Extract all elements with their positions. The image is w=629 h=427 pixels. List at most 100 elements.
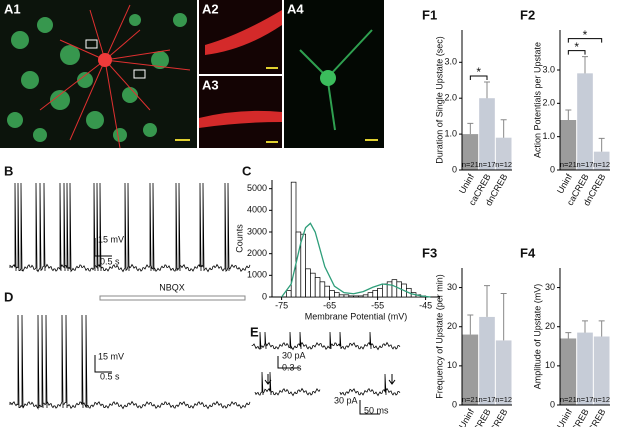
bar [305,268,311,298]
bar [382,283,388,298]
n-label: n=21 [560,160,577,169]
sig-label: * [574,40,579,54]
bar [560,120,577,170]
axis [461,30,512,171]
error-bar [598,320,605,337]
y-tick-label: 2000 [247,248,267,258]
x-tick-label: -45 [419,300,432,310]
dendrite [199,110,282,128]
annotation: NBQX [159,282,185,292]
y-tick-label: 4000 [247,205,267,215]
trace [254,371,321,397]
bar [479,316,495,405]
inset-box [133,69,146,79]
panel-label: D [4,289,13,304]
bar [319,281,326,298]
bar [348,295,354,298]
bar [362,294,369,298]
y-tick-label: 2.0 [444,93,457,103]
bar [324,285,330,298]
bar [300,233,306,298]
axis [559,30,610,171]
error-bar [484,81,490,99]
bar [338,294,345,298]
scale-label: 15 mV [98,351,124,361]
panel-label: F4 [520,245,536,260]
bar [495,137,512,170]
n-label: n=17 [577,160,594,169]
neuron [299,29,373,131]
y-tick-label: 10 [545,360,555,370]
y-tick-label: 0 [452,164,457,174]
bar [314,277,321,298]
bar [343,294,350,298]
sig-bracket [567,50,586,55]
bar [334,292,340,298]
n-label: n=21 [462,395,479,404]
bar [577,332,593,405]
error-bar [500,119,507,138]
y-tick-label: 5000 [247,183,267,193]
scale-label: 0.3 s [282,362,302,372]
inset-box [85,39,98,49]
bar [353,295,359,298]
y-axis-label: Frequency of Upstate (per min) [434,274,444,399]
sig-label: * [476,65,481,79]
y-axis-label: Amplitude of Upstate (mV) [532,284,542,390]
axis [461,268,512,406]
y-tick-label: 10 [447,360,457,370]
bar [358,295,364,298]
error-bar [582,56,588,74]
n-label: n=21 [560,395,577,404]
soma [98,53,112,67]
x-tick-label: -55 [371,300,384,310]
y-tick-label: 0 [550,399,555,409]
y-tick-label: 3.0 [444,57,457,67]
panel-label: F2 [520,7,535,22]
sig-label: * [583,28,588,42]
bar [462,134,479,170]
neuron [39,4,191,149]
y-tick-label: 0 [452,399,457,409]
error-bar [467,314,474,335]
n-label: n=21 [462,160,479,169]
bar [377,287,383,298]
scale-bar [94,355,112,373]
y-tick-label: 20 [447,321,457,331]
bar [391,279,398,298]
n-label: n=17 [479,160,496,169]
bar [372,290,378,298]
scale-label: 30 pA [334,395,358,405]
trace [339,373,401,397]
bar [593,151,610,170]
sig-bracket [469,75,488,81]
bar [593,336,610,405]
y-axis-label: Action Potentials per Upstate [532,42,542,158]
scale-label: 0.5 s [100,256,120,266]
bar [286,290,292,298]
bar [295,231,302,298]
y-tick-label: 30 [447,282,457,292]
scale-label: 30 pA [282,350,306,360]
n-label: n=17 [479,395,496,404]
y-tick-label: 2.0 [542,98,555,108]
y-axis-label: Counts [234,224,244,253]
panel-label: F3 [422,245,437,260]
error-bar [484,285,490,317]
axis [559,268,610,406]
n-label: n=17 [577,395,594,404]
panel-label: E [250,324,259,339]
y-tick-label: 1.0 [542,131,555,141]
y-tick-label: 30 [545,282,555,292]
x-axis-label: Membrane Potential (mV) [305,311,408,321]
dendrite [205,10,282,55]
panel-label: A2 [202,1,219,16]
panel-label: B [4,163,13,178]
scale-bar [277,356,300,369]
x-tick-label: -65 [323,300,336,310]
n-label: n=12 [593,395,610,404]
panel-label: A1 [4,1,21,16]
y-tick-label: 3.0 [542,64,555,74]
nbqx-bar [99,295,246,301]
